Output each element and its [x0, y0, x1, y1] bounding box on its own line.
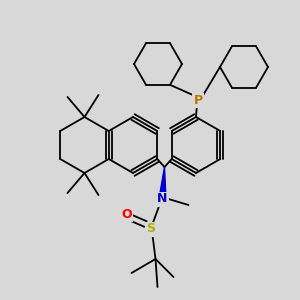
Text: P: P: [194, 94, 202, 106]
Text: S: S: [146, 223, 155, 236]
Text: N: N: [157, 193, 168, 206]
Polygon shape: [159, 167, 166, 199]
Text: O: O: [121, 208, 132, 220]
